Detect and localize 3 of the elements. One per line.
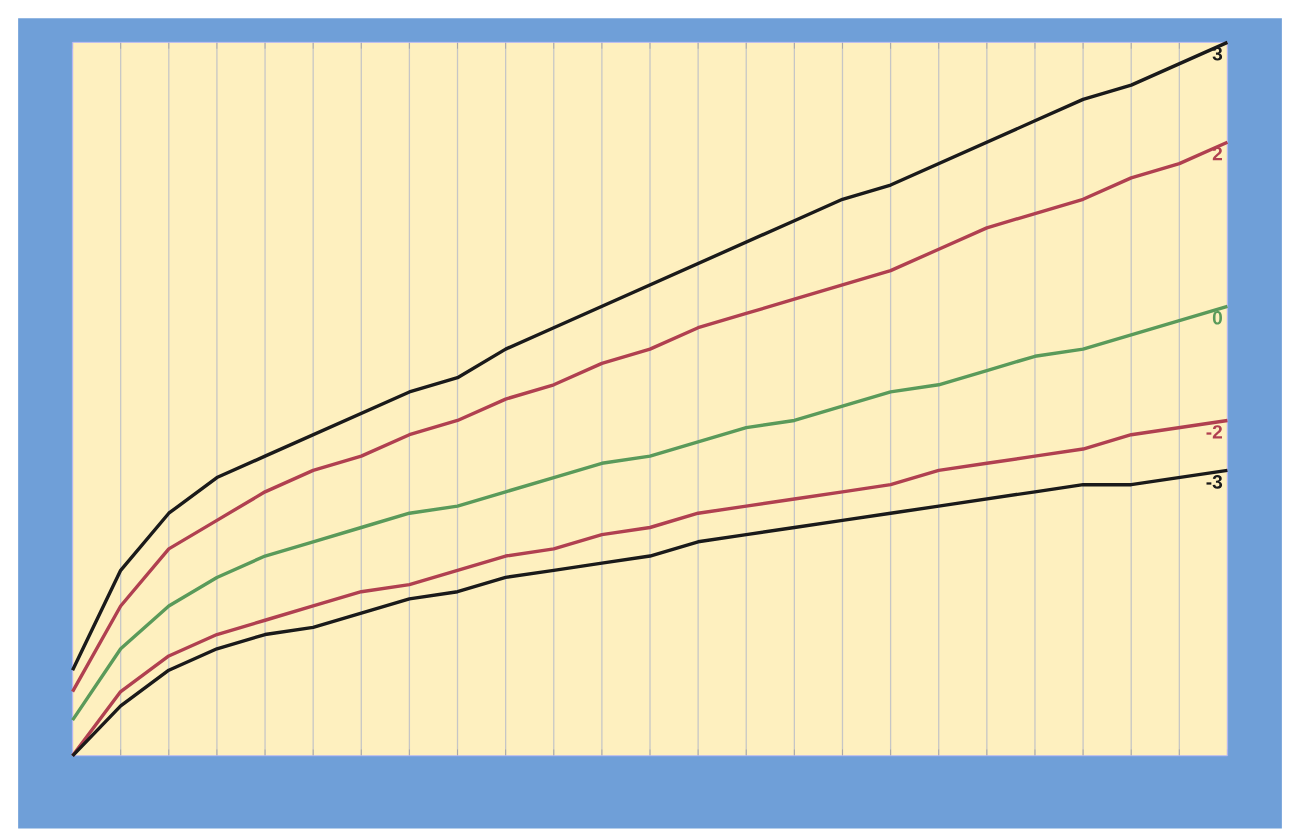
series-label: -3: [1206, 474, 1223, 489]
series-label: 0: [1212, 310, 1222, 325]
series-label: -2: [1206, 424, 1222, 439]
